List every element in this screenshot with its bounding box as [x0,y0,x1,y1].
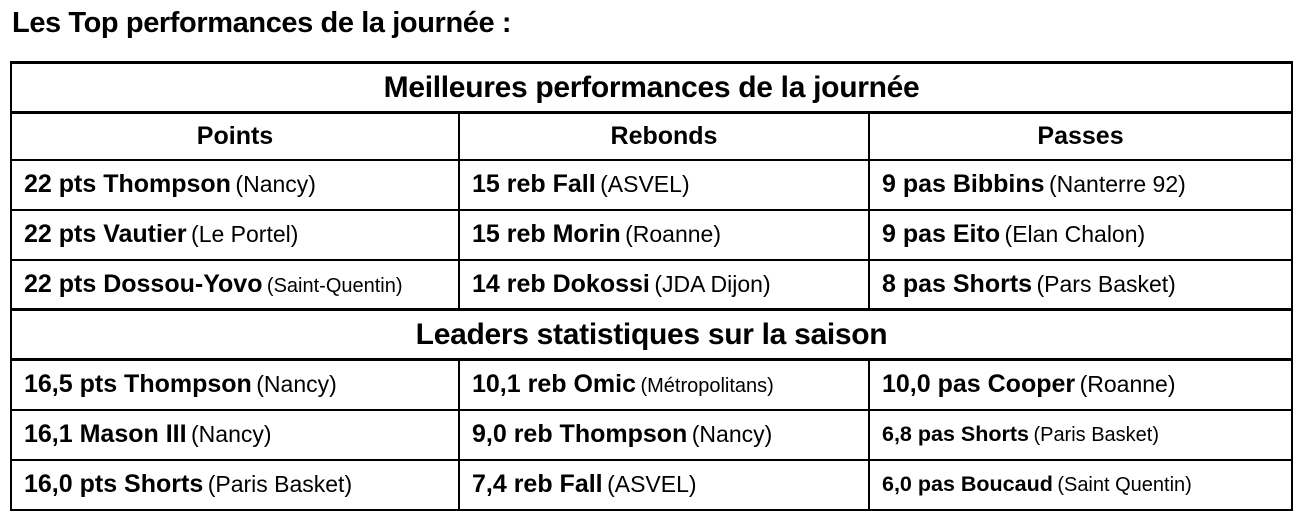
stat-value: 22 pts Thompson [24,170,231,198]
table-row: 16,1 Mason III (Nancy) 9,0 reb Thompson … [10,408,1294,461]
section-title-saison: Leaders statistiques sur la saison [9,308,1294,361]
stat-team: (Roanne) [1079,371,1176,398]
stat-value: 6,8 pas Shorts [882,422,1029,446]
stat-team: (Elan Chalon) [1004,221,1146,247]
stat-cell: 6,8 pas Shorts (Paris Basket) [867,408,1294,461]
stats-table: Meilleures performances de la journée Po… [9,61,1294,511]
table-row: 22 pts Vautier (Le Portel) 15 reb Morin … [10,208,1294,261]
stat-cell: 15 reb Fall (ASVEL) [458,158,870,211]
stat-team: (Nancy) [191,421,272,447]
stat-team: (Métropolitans) [640,375,774,398]
table-row: 22 pts Dossou-Yovo (Saint-Quentin) 14 re… [10,258,1294,311]
stat-team: (Roanne) [625,221,721,247]
table-row: 16,0 pts Shorts (Paris Basket) 7,4 reb F… [10,458,1294,511]
stat-value: 22 pts Dossou-Yovo [24,269,263,298]
column-header-passes: Passes [867,111,1294,161]
stat-team: (Saint Quentin) [1057,474,1192,496]
stat-team: (JDA Dijon) [654,270,771,297]
column-header-rebonds: Rebonds [458,111,870,161]
page-title: Les Top performances de la journée : [12,7,512,39]
stat-value: 16,0 pts Shorts [24,470,204,498]
stat-cell: 22 pts Thompson (Nancy) [10,158,460,211]
stat-cell: 22 pts Dossou-Yovo (Saint-Quentin) [10,258,460,311]
stat-team: (Paris Basket) [1033,424,1160,446]
stat-cell: 9 pas Eito (Elan Chalon) [867,208,1294,261]
stat-cell: 16,1 Mason III (Nancy) [10,408,460,461]
stat-value: 15 reb Fall [472,170,596,198]
page: Les Top performances de la journée : Mei… [0,7,1300,511]
stat-team: (Saint-Quentin) [266,274,403,297]
table-row: 16,5 pts Thompson (Nancy) 10,1 reb Omic … [10,358,1294,411]
stat-value: 16,1 Mason III [24,420,187,448]
stat-value: 22 pts Vautier [24,220,187,248]
stat-team: (ASVEL) [607,471,697,497]
stat-value: 8 pas Shorts [882,269,1033,298]
stat-cell: 6,0 pas Boucaud (Saint Quentin) [867,458,1294,511]
stat-value: 9,0 reb Thompson [472,420,688,448]
section-header-row-saison: Leaders statistiques sur la saison [9,308,1294,361]
stat-team: (Nancy) [235,171,316,197]
stat-cell: 16,5 pts Thompson (Nancy) [10,358,460,411]
stat-value: 16,5 pts Thompson [24,370,252,399]
stat-cell: 10,0 pas Cooper (Roanne) [867,358,1294,411]
stat-value: 9 pas Eito [882,220,1001,248]
table-row: 22 pts Thompson (Nancy) 15 reb Fall (ASV… [10,158,1294,211]
stat-value: 10,1 reb Omic [472,370,636,399]
stat-team: (Pars Basket) [1036,270,1176,297]
stat-team: (Le Portel) [191,221,299,247]
section-title-journee: Meilleures performances de la journée [9,61,1294,114]
stat-value: 7,4 reb Fall [472,470,603,498]
stat-cell: 14 reb Dokossi (JDA Dijon) [458,258,870,311]
stat-team: (Nanterre 92) [1049,171,1186,197]
stat-value: 6,0 pas Boucaud [882,472,1053,496]
stat-value: 10,0 pas Cooper [882,370,1076,399]
stat-cell: 8 pas Shorts (Pars Basket) [867,258,1294,311]
stat-team: (Nancy) [691,421,773,447]
stat-team: (ASVEL) [600,171,690,197]
stat-cell: 10,1 reb Omic (Métropolitans) [458,358,870,411]
stat-cell: 7,4 reb Fall (ASVEL) [458,458,870,511]
stat-cell: 9,0 reb Thompson (Nancy) [458,408,870,461]
section-header-row-journee: Meilleures performances de la journée [9,61,1294,114]
stat-cell: 15 reb Morin (Roanne) [458,208,870,261]
stat-value: 14 reb Dokossi [472,269,650,298]
stat-value: 9 pas Bibbins [882,170,1045,198]
stat-value: 15 reb Morin [472,220,621,248]
stat-cell: 16,0 pts Shorts (Paris Basket) [10,458,460,511]
stat-team: (Paris Basket) [207,471,353,497]
column-header-row: Points Rebonds Passes [10,111,1294,161]
stat-cell: 22 pts Vautier (Le Portel) [10,208,460,261]
column-header-points: Points [10,111,460,161]
stat-team: (Nancy) [256,371,337,398]
stat-cell: 9 pas Bibbins (Nanterre 92) [867,158,1294,211]
